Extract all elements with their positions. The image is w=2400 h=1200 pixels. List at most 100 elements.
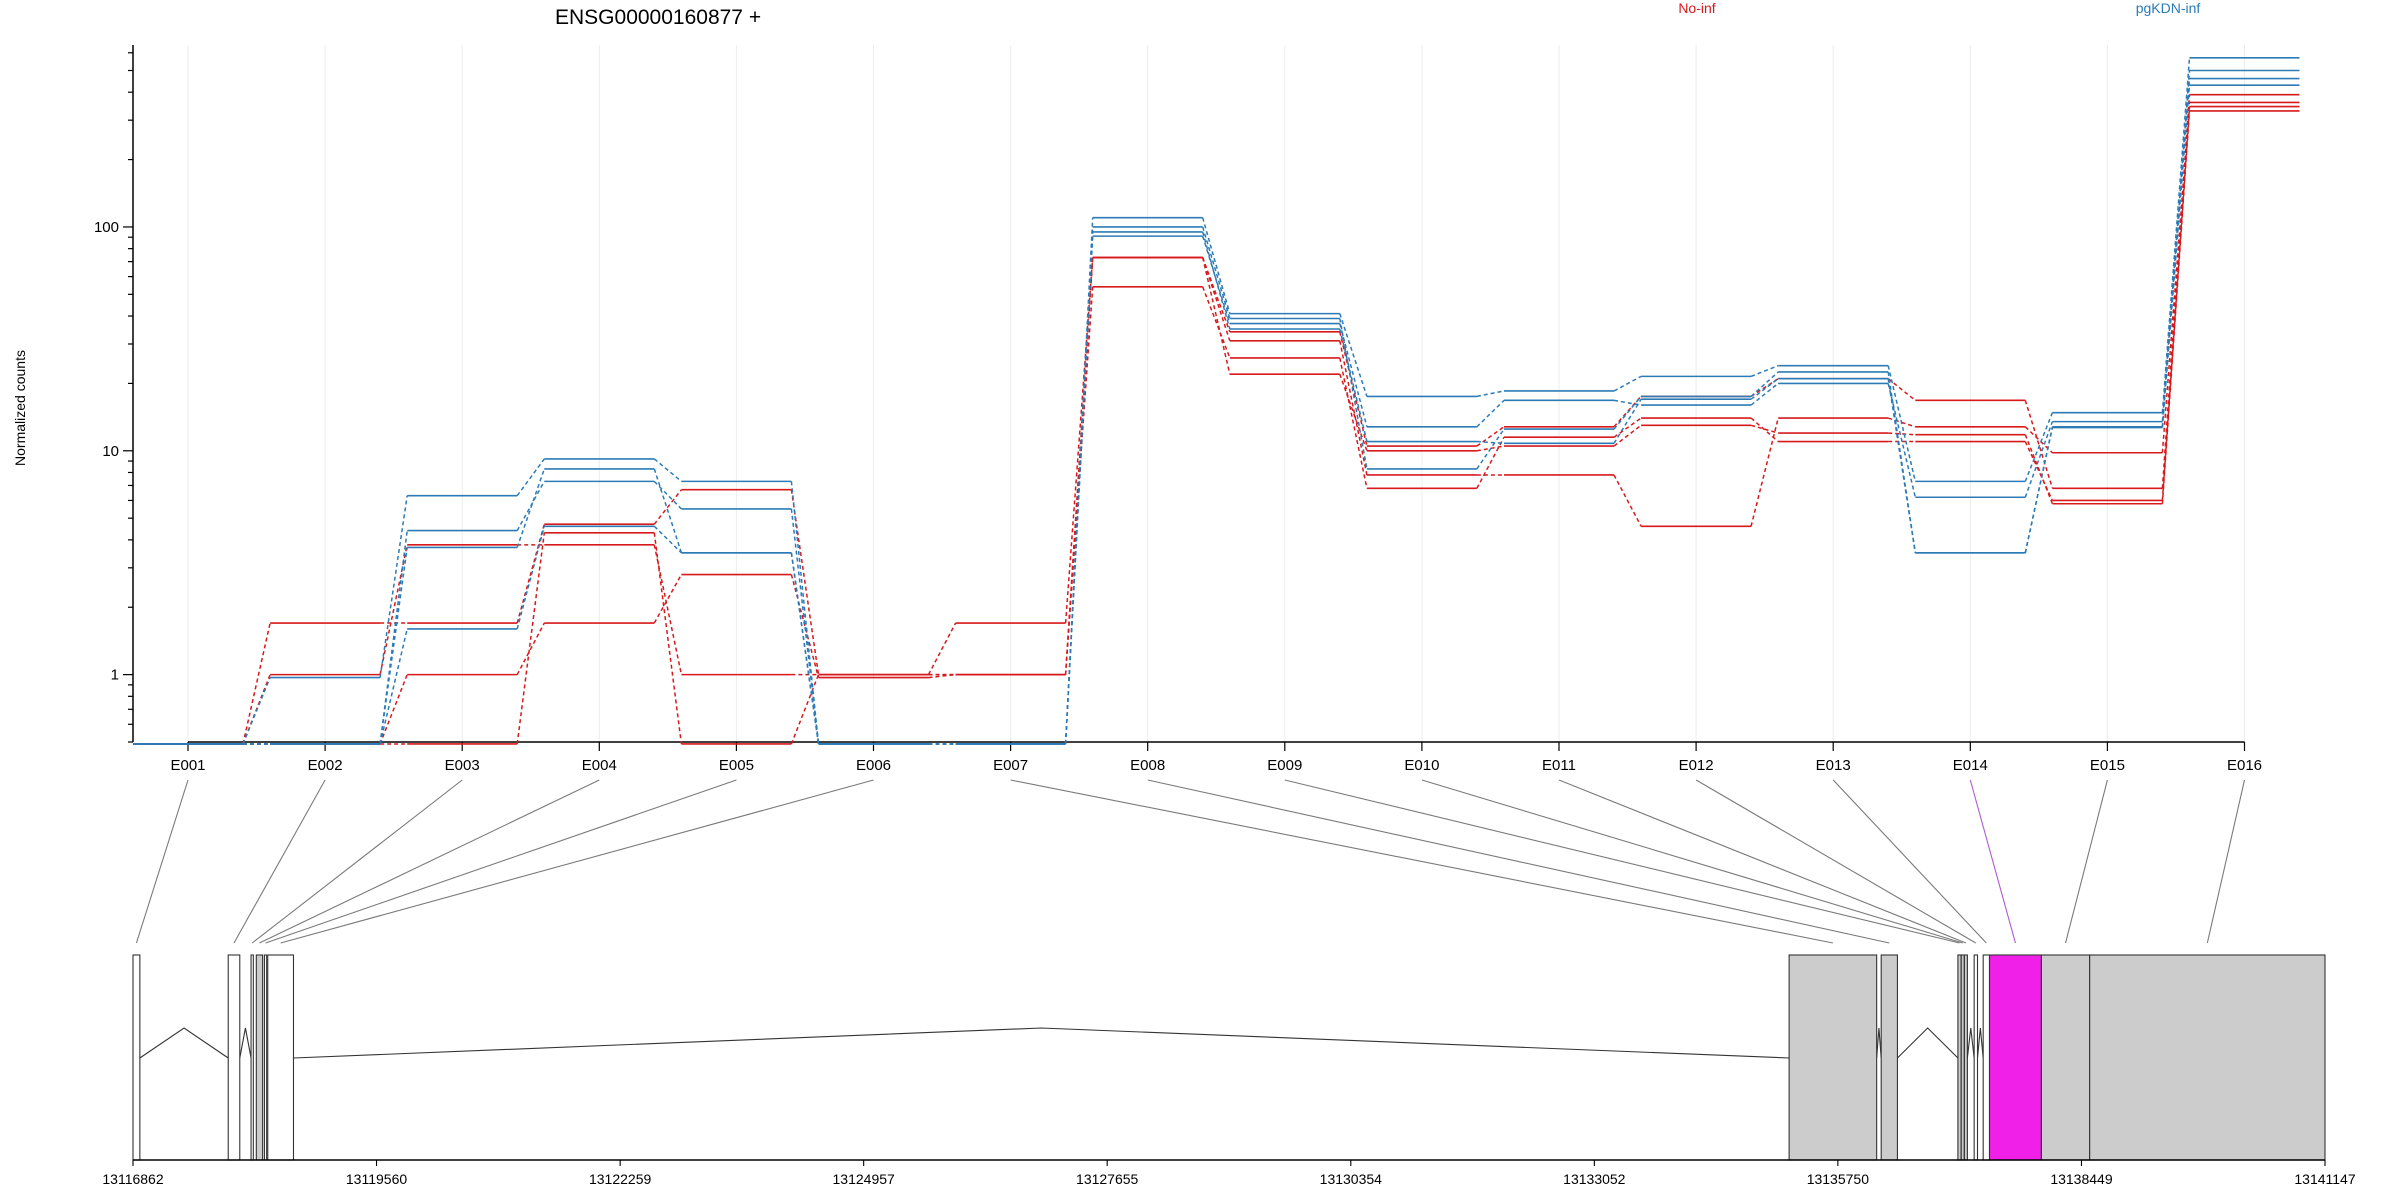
intron-line [1976,1027,1984,1059]
exon-connector [1887,378,1917,553]
x-tick-label: E001 [170,757,205,774]
exon-connector [1201,226,1231,319]
exon-connector [653,489,682,525]
exon-connector [1339,318,1368,470]
exon-connector [1339,357,1368,489]
genomic-tick-label: 13130354 [1320,1171,1383,1187]
exon-connector [1064,231,1094,745]
x-tick-label: E007 [993,757,1028,774]
exon-connector [927,622,957,675]
exon-connector [1201,231,1231,330]
gene-model-track: 13116862 13119560 13122259 13124957 13127655… [102,954,2356,1187]
exon-connector [1887,378,1916,401]
y-axis-label: Normalized counts [12,350,28,466]
mapping-line-e001 [135,779,189,944]
exon-connector [1339,313,1368,397]
exon-box-e016 [2089,954,2326,1161]
y-tick-label: 100 [94,219,119,236]
exon-connector [1613,395,1642,430]
exon-connector [1339,340,1368,476]
exon-box-e012 [1973,954,1979,1161]
exon-box-e003 [250,954,254,1161]
exon-mapping-lines [135,779,2246,944]
x-tick-label: E005 [719,757,754,774]
mapping-line-e012 [1695,779,1977,944]
exon-connector [653,468,683,554]
exon-connector [2024,412,2054,482]
intron-line [1876,1027,1882,1059]
exon-box-e011 [1963,954,1968,1161]
exon-connector [1887,383,1917,498]
exon-connector [653,532,683,745]
exon-connector [2024,421,2054,498]
exon-connector [790,674,820,745]
genomic-tick-label: 13124957 [833,1171,896,1187]
x-tick-label: E013 [1816,757,1851,774]
exon-box-e006 [267,954,295,1161]
mapping-line-e006 [280,779,874,944]
exon-connector [1476,440,1505,445]
mapping-line-e007 [1010,779,1834,944]
plot-area: 1 10 100 E001 E002 E003 E004 E005 E006 E007 E008 E0… [94,45,2300,774]
mapping-line-e013 [1832,779,1987,944]
mapping-line-e004 [259,779,600,944]
mapping-line-e009 [1284,779,1960,944]
exon-box-e015 [2040,954,2091,1161]
exon-connector [790,574,820,678]
exon-connector [379,547,408,745]
intron-line [239,1027,252,1059]
exon-connector [1887,365,1917,482]
mapping-line-e002 [233,779,326,944]
mapping-line-e016 [2206,779,2246,944]
exon-connector [1613,424,1642,447]
series-no-inf-3 [133,110,2300,745]
exon-connector [1750,378,1779,398]
series-pgkdn-inf-7 [133,84,2300,745]
exon-box-e007 [1788,954,1878,1161]
y-tick-label: 1 [111,667,119,684]
exon-connector [1476,428,1505,470]
exon-box-e013 [1982,954,1991,1161]
exon-connector [1613,375,1642,392]
genomic-tick-label: 13127655 [1076,1171,1139,1187]
exon-connector [1339,331,1368,447]
exon-box-e004 [255,954,264,1161]
exon-connector [653,544,683,675]
exon-connector [1750,378,1779,400]
exon-connector [1750,417,1779,527]
x-tick-label: E004 [582,757,617,774]
mapping-line-e010 [1421,779,1963,944]
mapping-line-e008 [1147,779,1890,944]
exon-connector [1201,257,1231,333]
exon-box-e008 [1880,954,1898,1161]
exon-connector [516,526,546,630]
mapping-line-e005 [265,779,737,944]
x-tick-label: E009 [1267,757,1302,774]
genomic-tick-label: 13138449 [2050,1171,2113,1187]
exon-connector [1064,257,1094,624]
exon-connector [1201,257,1231,375]
mapping-line-e011 [1558,779,1967,944]
exon-connector [516,458,545,497]
exon-connector [1750,364,1779,378]
exon-box-e002 [227,954,241,1161]
exon-box-e010 [1960,954,1965,1161]
exon-connector [1750,424,1779,434]
exon-box-e014 [1988,954,2042,1161]
exon-connector [2161,110,2191,504]
exon-connector [790,508,820,745]
intron-line [1966,1027,1975,1059]
exon-connector [379,544,408,675]
exon-connector [1888,432,1916,436]
exon-connector [1613,417,1642,438]
exon-connector [1613,474,1642,527]
exon-connector [653,525,682,554]
exon-connector [2024,426,2054,553]
exon-connector [1613,399,1642,406]
exon-connector [1613,398,1642,444]
exon-connector [1201,286,1231,359]
x-tick-label: E015 [2090,757,2125,774]
genomic-tick-label: 13135750 [1807,1171,1870,1187]
intron-line [139,1027,229,1059]
